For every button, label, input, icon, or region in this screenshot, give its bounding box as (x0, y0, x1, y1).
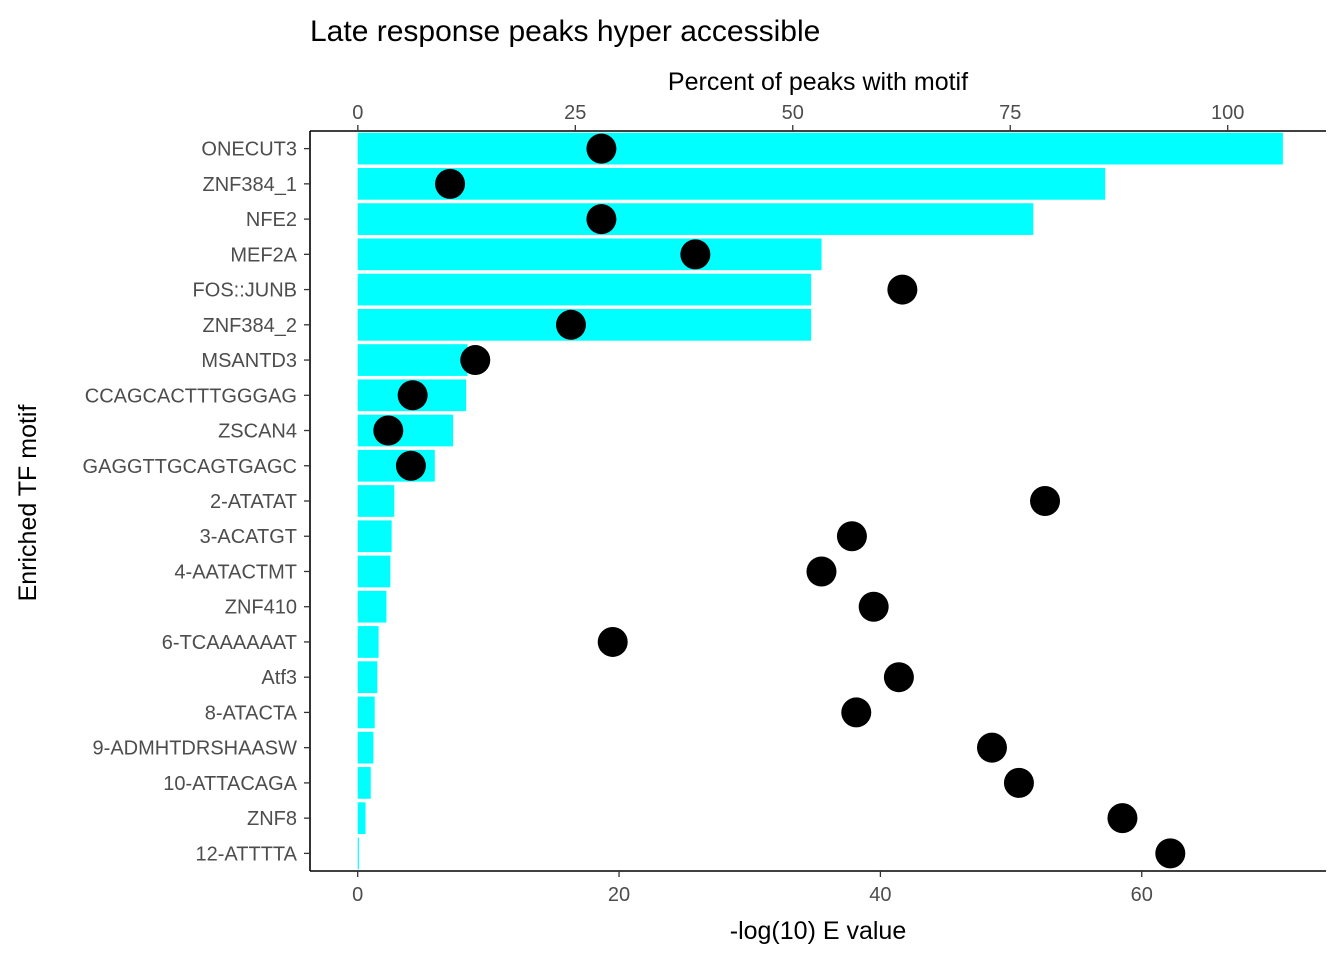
bars-layer (357, 132, 1283, 870)
point (1155, 838, 1186, 869)
chart-title: Late response peaks hyper accessible (310, 15, 820, 48)
bar (357, 590, 387, 623)
point (397, 380, 428, 411)
y-tick-label: 2-ATATAT (210, 491, 297, 513)
bar (357, 414, 454, 447)
point (460, 345, 491, 376)
top-tick-label: 25 (564, 102, 586, 124)
bottom-axis-title: -log(10) E value (730, 917, 906, 945)
bottom-tick-label: 20 (608, 884, 630, 906)
top-tick-label: 75 (999, 102, 1021, 124)
bar (357, 696, 375, 729)
bottom-tick-label: 60 (1131, 884, 1153, 906)
point (841, 697, 872, 728)
y-tick-label: 6-TCAAAAAAT (162, 632, 297, 654)
y-tick-label: ZNF384_1 (203, 174, 298, 196)
y-axis-ticks: ONECUT3ZNF384_1NFE2MEF2AFOS::JUNBZNF384_… (83, 139, 310, 865)
bar (357, 203, 1034, 235)
point (883, 662, 914, 693)
point (586, 133, 617, 164)
y-tick-label: ZNF8 (247, 808, 297, 830)
y-tick-label: ZNF384_2 (203, 315, 298, 337)
bottom-axis-ticks: 0 20 40 60 (352, 871, 1153, 906)
bottom-tick-label: 0 (352, 884, 363, 906)
bar (357, 767, 371, 799)
bar (357, 132, 1283, 165)
y-tick-label: MSANTD3 (201, 350, 297, 372)
y-tick-label: ONECUT3 (201, 139, 297, 161)
point (555, 309, 586, 340)
bar (357, 837, 359, 870)
point (1003, 767, 1034, 798)
y-tick-label: GAGGTTGCAGTGAGC (83, 456, 297, 478)
y-tick-label: MEF2A (230, 244, 297, 266)
bar (357, 238, 822, 271)
top-axis-ticks: 0 25 50 75 100 (352, 102, 1244, 131)
points-layer (373, 133, 1186, 869)
point (373, 415, 404, 446)
bar (357, 731, 374, 764)
bar (357, 626, 379, 658)
y-tick-label: 3-ACATGT (200, 526, 297, 548)
y-tick-label: 9-ADMHTDRSHAASW (93, 738, 298, 760)
point (858, 591, 889, 622)
bottom-tick-label: 40 (869, 884, 891, 906)
point (435, 168, 466, 199)
point (806, 556, 837, 587)
y-axis-title: Enriched TF motif (14, 405, 42, 602)
point (586, 204, 617, 235)
bar (357, 485, 395, 517)
y-tick-label: CCAGCACTTTGGGAG (85, 385, 297, 407)
top-tick-label: 100 (1211, 102, 1244, 124)
bar (357, 273, 812, 306)
point (1030, 486, 1061, 516)
bar (357, 168, 1106, 200)
y-tick-label: 8-ATACTA (205, 702, 298, 724)
y-tick-label: ZSCAN4 (218, 421, 297, 443)
top-axis-title: Percent of peaks with motif (668, 68, 968, 96)
top-tick-label: 0 (352, 102, 363, 124)
bar (357, 520, 392, 553)
bar (357, 802, 366, 834)
bar (357, 344, 468, 376)
y-tick-label: NFE2 (246, 209, 297, 231)
y-tick-label: Atf3 (261, 667, 297, 689)
bar (357, 661, 378, 694)
y-tick-label: FOS::JUNB (193, 280, 297, 302)
y-tick-label: 10-ATTACAGA (163, 773, 297, 795)
top-tick-label: 50 (782, 102, 804, 124)
point (680, 239, 711, 270)
point (395, 450, 426, 481)
point (1107, 803, 1138, 834)
point (597, 626, 628, 657)
bar (357, 555, 391, 588)
point (976, 732, 1007, 763)
point (836, 521, 867, 552)
y-tick-label: 12-ATTTTA (196, 843, 298, 865)
y-tick-label: ZNF410 (225, 597, 297, 619)
y-tick-label: 4-AATACTMT (174, 561, 297, 583)
point (887, 274, 918, 305)
